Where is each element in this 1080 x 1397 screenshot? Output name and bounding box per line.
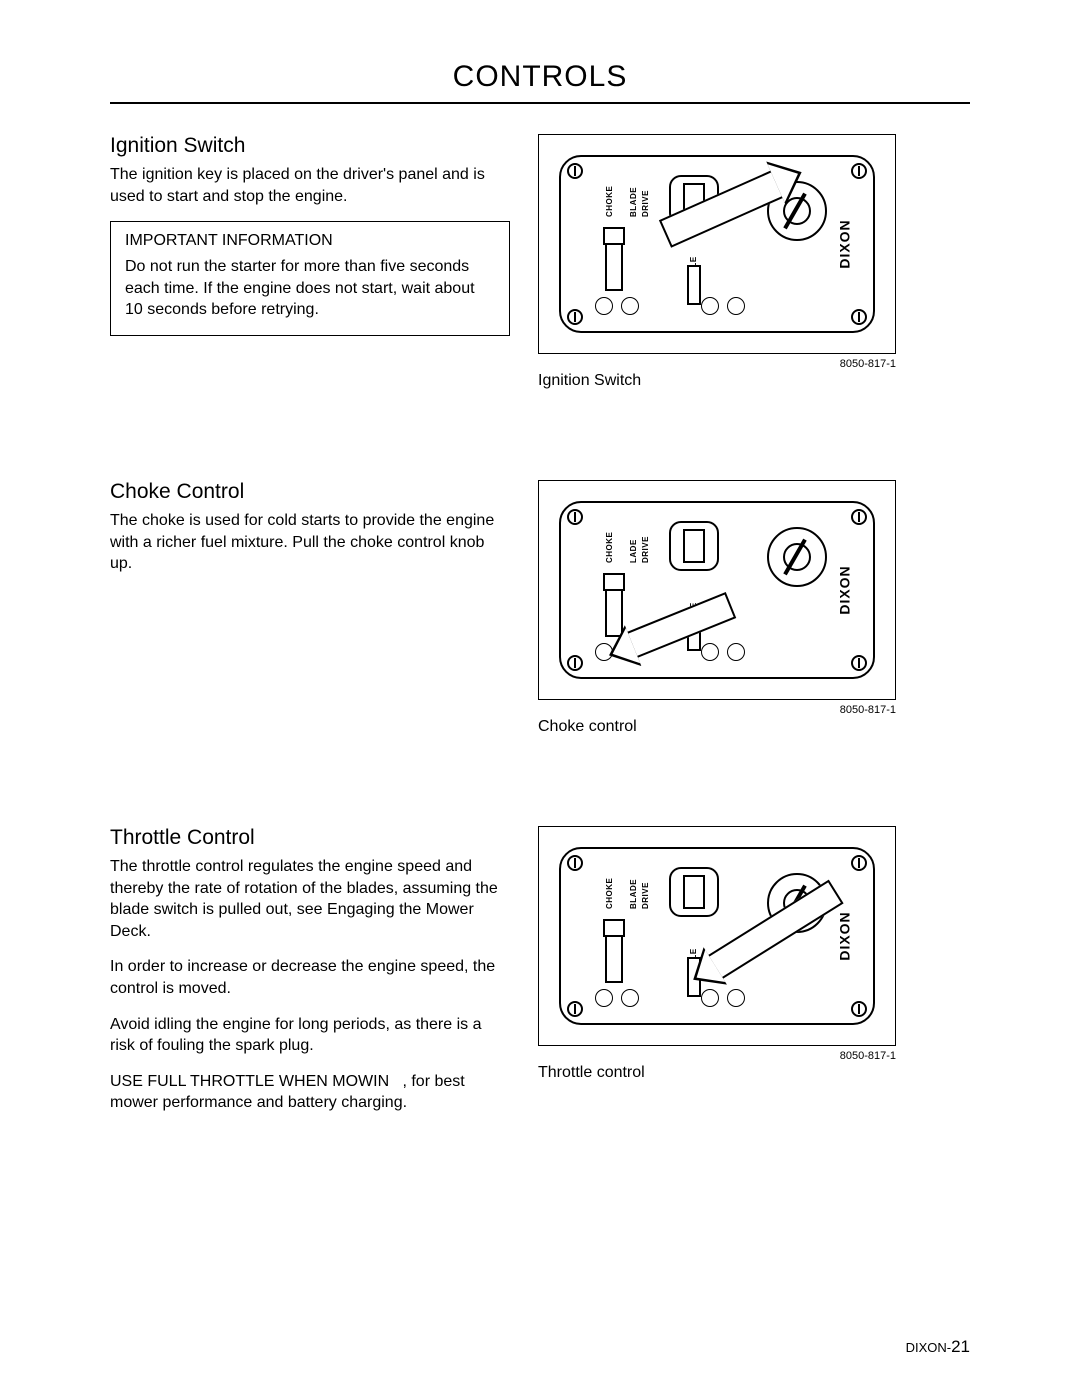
panel-label-choke: CHOKE [605, 878, 614, 909]
footer-brand: DIXON- [906, 1340, 952, 1355]
blade-switch-icon [669, 521, 719, 571]
body-throttle-3: Avoid idling the engine for long periods… [110, 1014, 510, 1057]
panel-label-choke: CHOKE [605, 532, 614, 563]
info-box-body: Do not run the starter for more than fiv… [125, 256, 495, 321]
panel-label-blade: BLADE [629, 879, 638, 909]
panel-brand: DIXON [836, 911, 852, 960]
choke-lever-icon [605, 227, 623, 291]
figure-ignition: CHOKE BLADE DRIVE THROTTLE DIXON [538, 134, 896, 354]
panel-label-drive: DRIVE [641, 190, 650, 217]
panel-label-blade: LADE [629, 539, 638, 563]
heading-ignition: Ignition Switch [110, 134, 510, 158]
body-ignition: The ignition key is placed on the driver… [110, 164, 510, 207]
page-title: CONTROLS [110, 60, 970, 94]
footer-page-number: 21 [951, 1337, 970, 1356]
throttle-lever-icon [687, 265, 701, 305]
fig-num-ignition: 8050-817-1 [538, 358, 896, 370]
fig-caption-choke: Choke control [538, 718, 896, 736]
figure-throttle: CHOKE BLADE DRIVE THROTTLE DIXON [538, 826, 896, 1046]
fig-caption-throttle: Throttle control [538, 1064, 896, 1082]
body-throttle-1: The throttle control regulates the engin… [110, 856, 510, 942]
panel-label-blade: BLADE [629, 187, 638, 217]
ignition-switch-icon [767, 527, 827, 587]
body-throttle-4: USE FULL THROTTLE WHEN MOWIN , for best … [110, 1071, 510, 1114]
fig-caption-ignition: Ignition Switch [538, 372, 896, 390]
heading-throttle: Throttle Control [110, 826, 510, 850]
blade-switch-icon [669, 867, 719, 917]
section-choke: Choke Control The choke is used for cold… [110, 480, 970, 736]
body-choke: The choke is used for cold starts to pro… [110, 510, 510, 575]
figure-choke: CHOKE LADE DRIVE THROTTLE DIXON [538, 480, 896, 700]
body-throttle-2: In order to increase or decrease the eng… [110, 956, 510, 999]
panel-label-choke: CHOKE [605, 186, 614, 217]
choke-lever-icon [605, 919, 623, 983]
fig-num-choke: 8050-817-1 [538, 704, 896, 716]
info-box-title: IMPORTANT INFORMATION [125, 232, 495, 250]
title-rule [110, 102, 970, 104]
section-throttle: Throttle Control The throttle control re… [110, 826, 970, 1128]
fig-num-throttle: 8050-817-1 [538, 1050, 896, 1062]
panel-label-drive: DRIVE [641, 536, 650, 563]
panel-label-drive: DRIVE [641, 882, 650, 909]
panel-brand: DIXON [836, 565, 852, 614]
info-box: IMPORTANT INFORMATION Do not run the sta… [110, 221, 510, 336]
panel-brand: DIXON [836, 219, 852, 268]
section-ignition: Ignition Switch The ignition key is plac… [110, 134, 970, 390]
page-footer: DIXON-21 [906, 1337, 970, 1357]
heading-choke: Choke Control [110, 480, 510, 504]
